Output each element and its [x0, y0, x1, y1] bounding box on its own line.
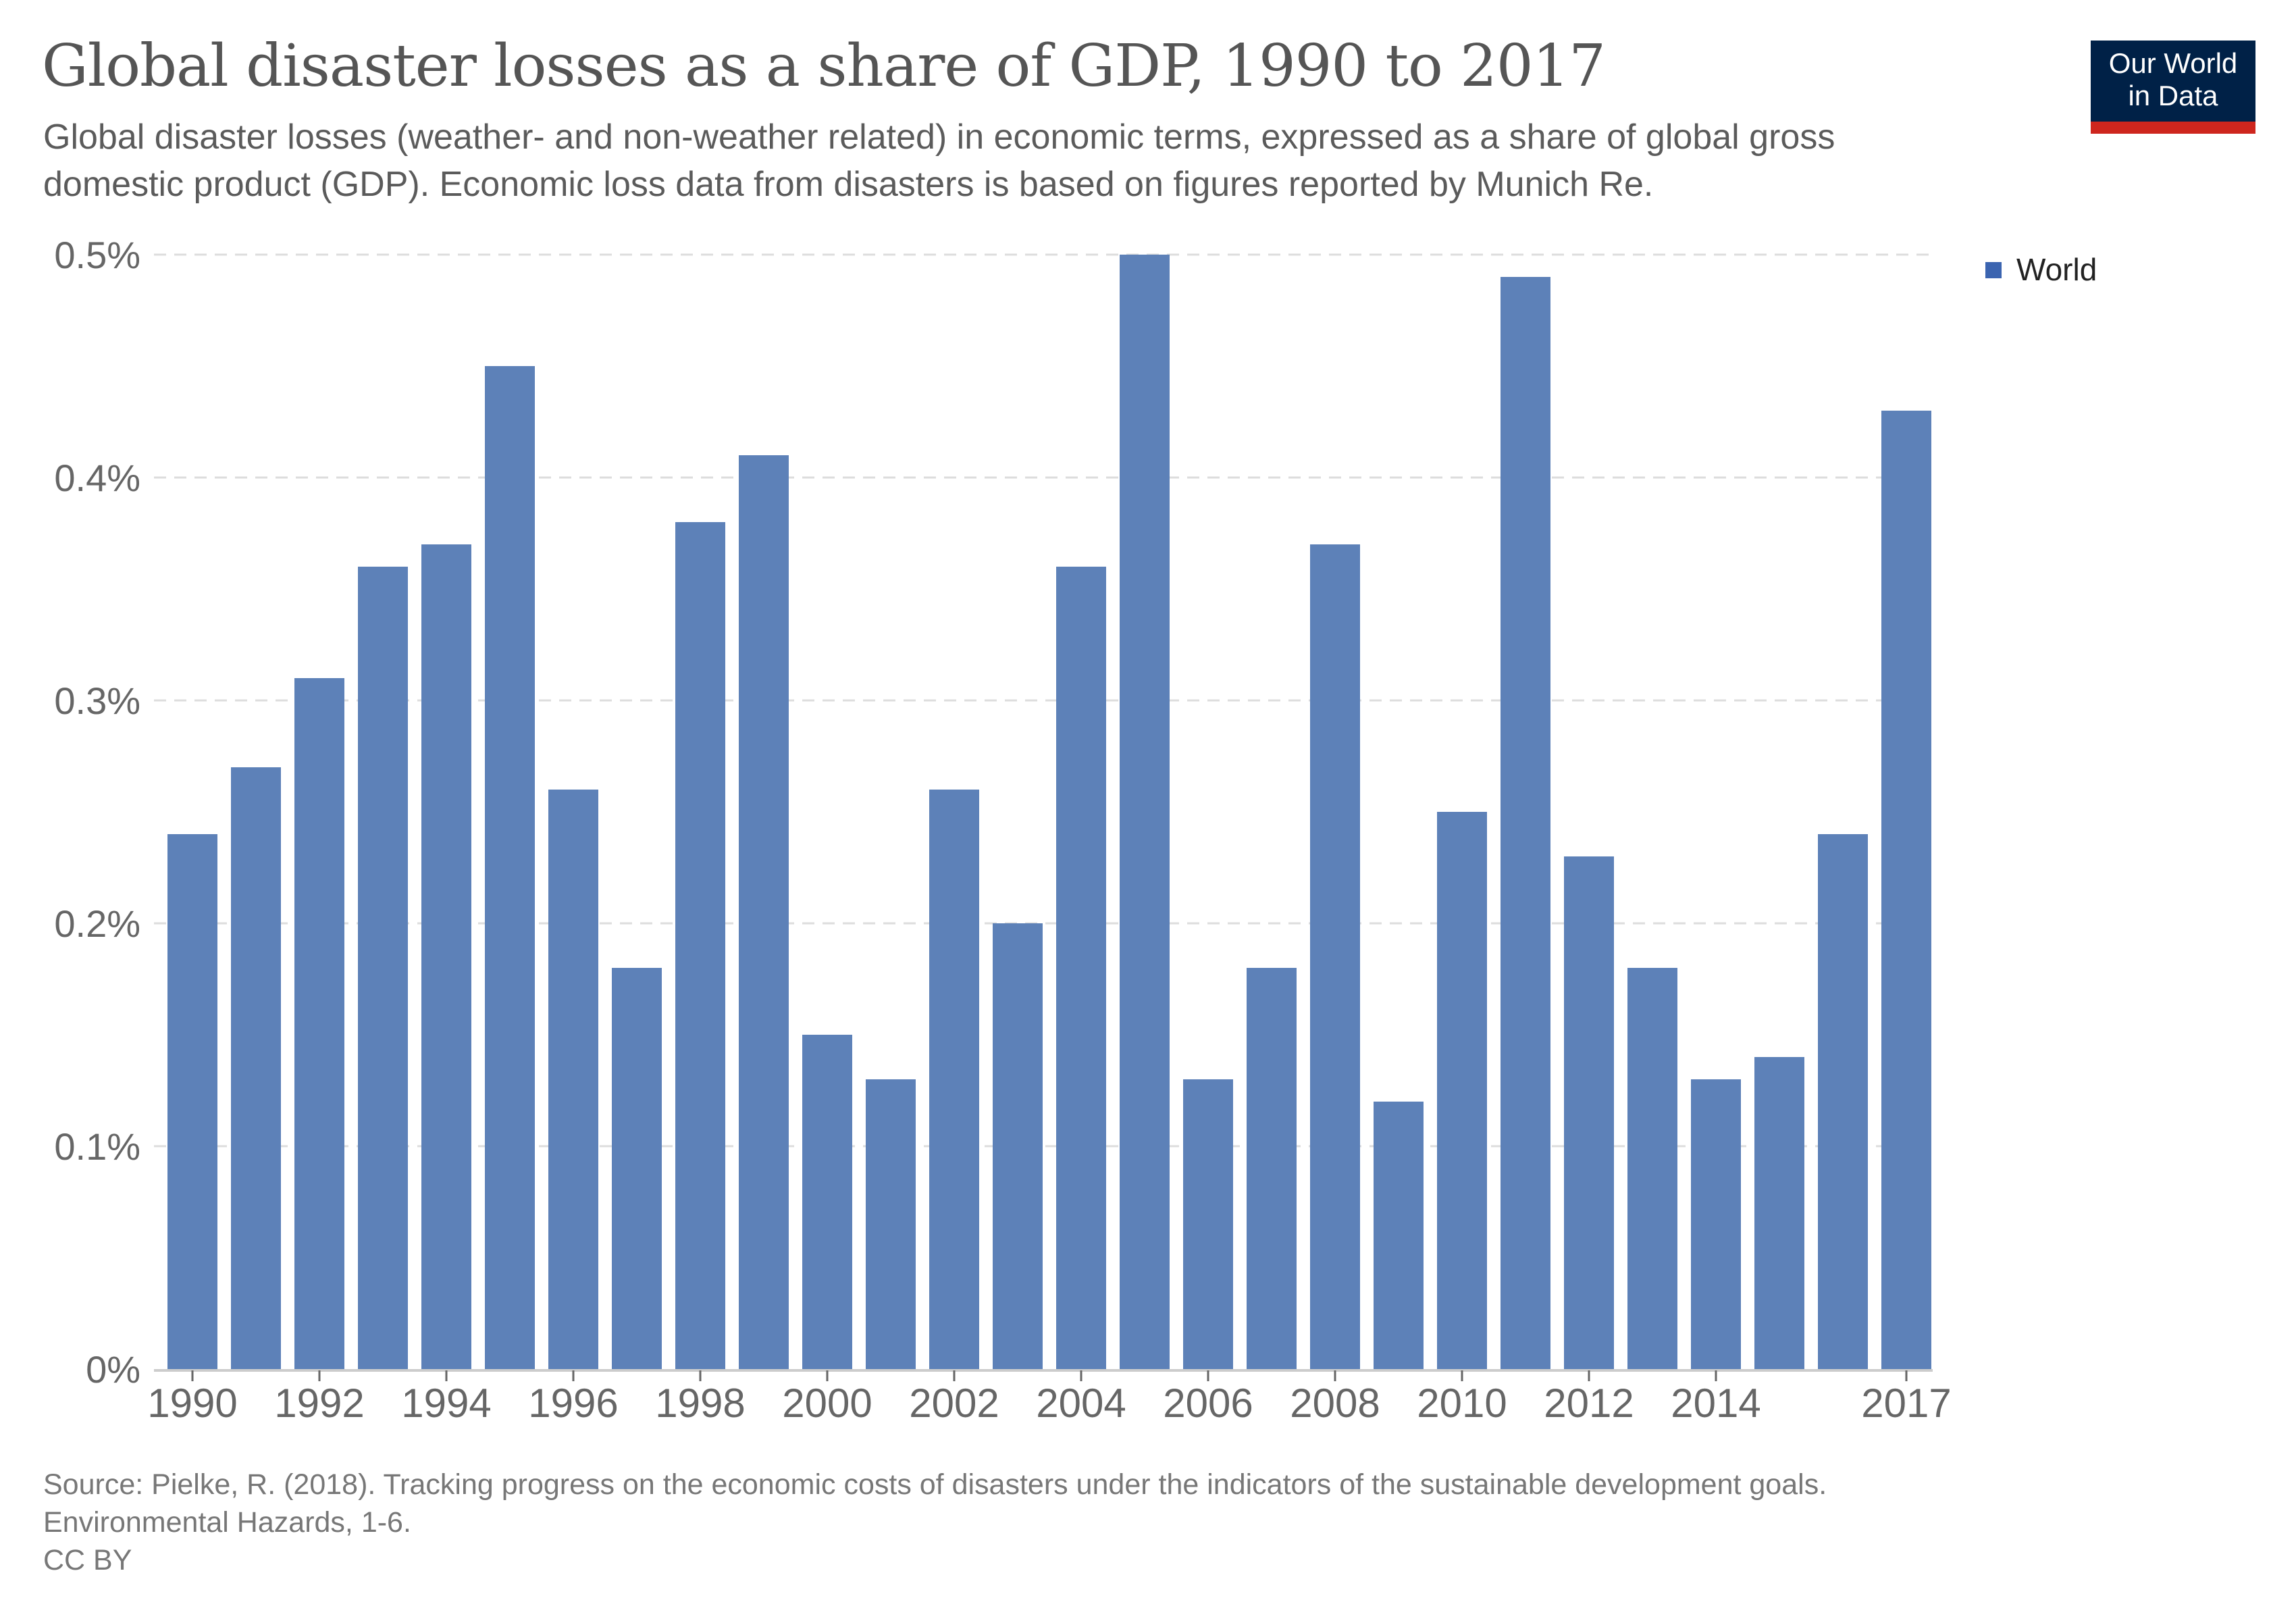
y-tick-label: 0.4%: [54, 457, 140, 499]
x-tick-label: 2008: [1290, 1381, 1380, 1426]
x-tick-label: 1990: [147, 1381, 237, 1426]
y-tick-label: 0.5%: [54, 234, 140, 276]
owid-logo[interactable]: Our World in Data: [2091, 41, 2255, 134]
footer: Source: Pielke, R. (2018). Tracking prog…: [43, 1466, 1827, 1579]
x-tick-label: 2004: [1036, 1381, 1126, 1426]
bar-2000[interactable]: [802, 1035, 852, 1369]
license: CC BY: [43, 1544, 132, 1576]
logo-accent-bar: [2091, 122, 2255, 134]
y-tick-label: 0%: [86, 1348, 140, 1391]
legend-label-world[interactable]: World: [2016, 252, 2097, 287]
bar-2015[interactable]: [1754, 1057, 1804, 1369]
logo-line-2: in Data: [2128, 80, 2218, 111]
bars: [167, 255, 1931, 1369]
bar-2004[interactable]: [1056, 567, 1106, 1369]
x-tick-label: 1996: [528, 1381, 618, 1426]
bar-2009[interactable]: [1374, 1102, 1424, 1369]
bar-2005[interactable]: [1120, 255, 1170, 1369]
chart-subtitle: Global disaster losses (weather- and non…: [43, 113, 2069, 208]
x-tick-label: 2006: [1163, 1381, 1253, 1426]
bar-1997[interactable]: [612, 968, 662, 1369]
bar-1990[interactable]: [167, 834, 217, 1369]
bar-1998[interactable]: [675, 522, 725, 1369]
x-axis: 1990 1992 1994 1996 1998 2000 2002 2004 2006 2008…: [147, 1369, 1952, 1426]
chart-title: Global disaster losses as a share of GDP…: [42, 32, 1606, 100]
y-tick-label: 0.1%: [54, 1125, 140, 1168]
bar-2001[interactable]: [866, 1079, 916, 1369]
bar-1999[interactable]: [739, 455, 789, 1369]
bar-1996[interactable]: [548, 790, 598, 1369]
bar-2008[interactable]: [1310, 544, 1360, 1369]
bar-2010[interactable]: [1437, 812, 1487, 1369]
bar-2006[interactable]: [1183, 1079, 1233, 1369]
x-tick-label: 1992: [274, 1381, 364, 1426]
x-tick-label: 2000: [782, 1381, 872, 1426]
y-tick-label: 0.2%: [54, 902, 140, 945]
legend-swatch-world[interactable]: [1985, 262, 2002, 278]
bar-2016[interactable]: [1818, 834, 1868, 1369]
bar-1994[interactable]: [421, 544, 471, 1369]
x-tick-label: 1994: [401, 1381, 491, 1426]
x-tick-label: 2014: [1671, 1381, 1760, 1426]
logo-line-1: Our World: [2108, 47, 2238, 79]
bar-2002[interactable]: [929, 790, 979, 1369]
bar-1991[interactable]: [231, 767, 281, 1369]
bar-2017[interactable]: [1881, 411, 1931, 1369]
subtitle-line-1: Global disaster losses (weather- and non…: [43, 118, 1835, 157]
bar-2013[interactable]: [1627, 968, 1677, 1369]
x-tick-label: 2012: [1544, 1381, 1634, 1426]
x-tick-label: 2002: [909, 1381, 999, 1426]
x-tick-label: 2010: [1417, 1381, 1507, 1426]
y-axis-labels: 0% 0.1% 0.2% 0.3% 0.4% 0.5%: [54, 234, 140, 1391]
bar-1995[interactable]: [485, 366, 535, 1369]
x-tick-label: 1998: [655, 1381, 745, 1426]
bar-2011[interactable]: [1501, 277, 1550, 1369]
subtitle-line-2: domestic product (GDP). Economic loss da…: [43, 165, 1654, 204]
logo-text: Our World in Data: [2091, 47, 2255, 112]
x-tick-label: 2017: [1861, 1381, 1951, 1426]
source-line-2: Environmental Hazards, 1-6.: [43, 1506, 411, 1539]
bar-2003[interactable]: [993, 923, 1043, 1369]
bar-1993[interactable]: [358, 567, 408, 1369]
source-line-1: Source: Pielke, R. (2018). Tracking prog…: [43, 1468, 1827, 1501]
bar-2007[interactable]: [1247, 968, 1297, 1369]
bar-2014[interactable]: [1691, 1079, 1741, 1369]
y-tick-label: 0.3%: [54, 679, 140, 722]
bar-2012[interactable]: [1564, 856, 1614, 1369]
bar-1992[interactable]: [294, 678, 344, 1369]
